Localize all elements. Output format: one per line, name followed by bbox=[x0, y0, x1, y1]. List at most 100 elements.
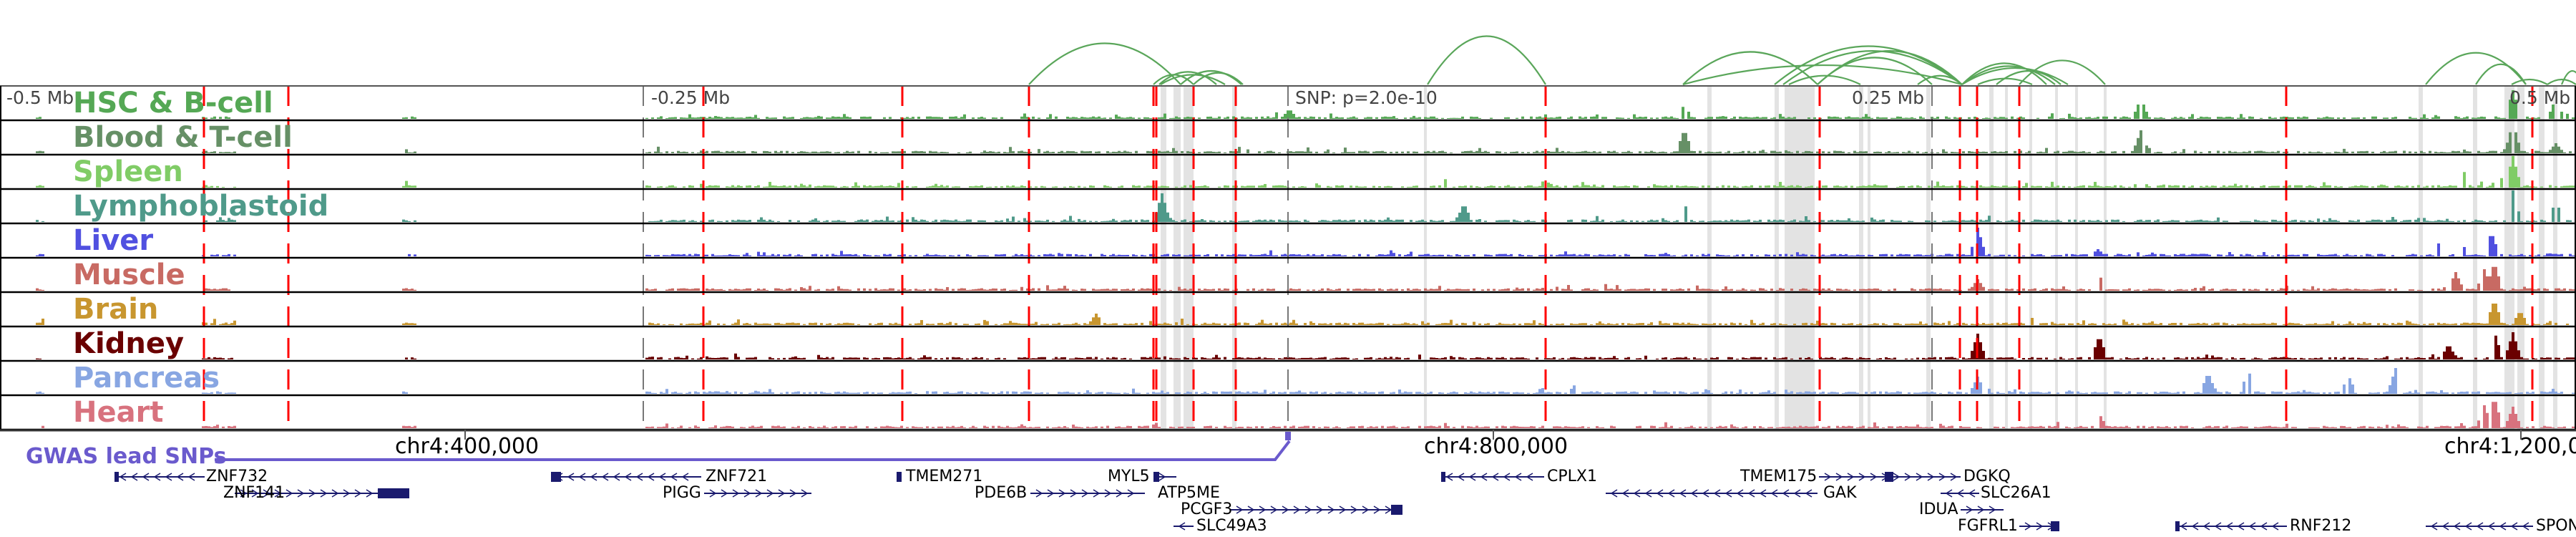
gene-label-slc49a3[interactable]: SLC49A3 bbox=[1196, 517, 1267, 535]
interaction-arc bbox=[1961, 65, 2056, 85]
strand-arrow-left-icon bbox=[1793, 489, 1801, 498]
gene-model bbox=[1961, 505, 2004, 514]
strand-arrow-left-icon bbox=[1633, 489, 1641, 498]
track-label-blood-t-cell: Blood & T-cell bbox=[73, 121, 293, 154]
gene-label-znf721[interactable]: ZNF721 bbox=[706, 468, 768, 485]
gene-label-idua[interactable]: IDUA bbox=[1919, 500, 1958, 518]
interaction-arc bbox=[1158, 71, 1217, 85]
gene-model bbox=[1153, 472, 1176, 482]
interaction-arc bbox=[1782, 50, 1963, 85]
strand-arrow-left-icon bbox=[1503, 473, 1511, 481]
gene-label-gak[interactable]: GAK bbox=[1823, 484, 1857, 502]
interaction-arc bbox=[1788, 74, 1861, 85]
gene-label-cplx1[interactable]: CPLX1 bbox=[1547, 468, 1597, 485]
coordinate-axis bbox=[0, 429, 2576, 440]
gene-label-znf732[interactable]: ZNF732 bbox=[206, 468, 268, 485]
track-label-kidney: Kidney bbox=[73, 327, 185, 360]
strand-arrow-right-icon bbox=[1236, 505, 1244, 514]
gene-model bbox=[1231, 505, 1402, 515]
strand-arrow-right-icon bbox=[2024, 522, 2032, 531]
strand-arrow-right-icon bbox=[1824, 473, 1832, 481]
strand-arrow-right-icon bbox=[801, 489, 809, 498]
gene-label-atp5me[interactable]: ATP5ME bbox=[1158, 484, 1220, 502]
strand-arrow-right-icon bbox=[1989, 505, 1996, 514]
strand-arrow-left-icon bbox=[1491, 473, 1499, 481]
gene-label-pde6b[interactable]: PDE6B bbox=[975, 484, 1028, 502]
gene-label-spon[interactable]: SPON bbox=[2536, 517, 2576, 535]
strand-arrow-right-icon bbox=[1293, 505, 1301, 514]
strand-arrow-left-icon bbox=[2271, 522, 2279, 531]
interaction-arc bbox=[1180, 70, 1242, 85]
interaction-arc bbox=[1961, 67, 2069, 85]
gene-label-fgfrl1[interactable]: FGFRL1 bbox=[1958, 517, 2018, 535]
signal-track-muscle bbox=[36, 266, 2576, 291]
strand-arrow-right-icon bbox=[1916, 473, 1923, 481]
gene-label-slc26a1[interactable]: SLC26A1 bbox=[1981, 484, 2051, 502]
strand-arrow-left-icon bbox=[1690, 489, 1698, 498]
gene-label-pigg[interactable]: PIGG bbox=[663, 484, 701, 502]
strand-arrow-right-icon bbox=[1081, 489, 1089, 498]
strand-arrow-left-icon bbox=[590, 473, 597, 481]
strand-arrow-left-icon bbox=[1457, 473, 1465, 481]
gene-label-rnf212[interactable]: RNF212 bbox=[2290, 517, 2352, 535]
strand-arrow-left-icon bbox=[1480, 473, 1488, 481]
coordinate-label-400000: chr4:400,000 bbox=[395, 434, 540, 459]
interaction-arc bbox=[1961, 62, 2047, 85]
strand-arrow-right-icon bbox=[1304, 505, 1312, 514]
strand-arrow-right-icon bbox=[1259, 505, 1267, 514]
strand-arrow-right-icon bbox=[1282, 505, 1289, 514]
strand-arrow-left-icon bbox=[2248, 522, 2256, 531]
strand-arrow-right-icon bbox=[1362, 505, 1370, 514]
gene-model bbox=[1030, 489, 1145, 498]
strand-arrow-right-icon bbox=[1327, 505, 1335, 514]
strand-arrow-right-icon bbox=[1070, 489, 1078, 498]
gene-model bbox=[897, 472, 902, 482]
track-label-spleen: Spleen bbox=[73, 155, 183, 188]
strand-arrow-right-icon bbox=[1927, 473, 1935, 481]
signal-track-brain bbox=[36, 304, 2569, 325]
strand-arrow-left-icon bbox=[2260, 522, 2268, 531]
strand-arrow-left-icon bbox=[2499, 522, 2507, 531]
strand-arrow-left-icon bbox=[658, 473, 666, 481]
gene-label-dgkq[interactable]: DGKQ bbox=[1963, 468, 2011, 485]
strand-arrow-right-icon bbox=[1858, 473, 1866, 481]
snp-pvalue-label: SNP: p=2.0e-10 bbox=[1295, 87, 1438, 108]
strand-arrow-right-icon bbox=[1904, 473, 1912, 481]
strand-arrow-left-icon bbox=[2453, 522, 2461, 531]
strand-arrow-right-icon bbox=[297, 489, 305, 498]
interaction-arc bbox=[2475, 63, 2527, 85]
strand-arrow-left-icon bbox=[119, 473, 127, 481]
strand-arrow-left-icon bbox=[2237, 522, 2245, 531]
strand-arrow-left-icon bbox=[1526, 473, 1533, 481]
signal-bars bbox=[36, 190, 2576, 222]
strand-arrow-right-icon bbox=[1835, 473, 1843, 481]
gwas-track bbox=[215, 432, 1291, 461]
signal-track-blood-t-cell bbox=[36, 130, 2576, 153]
gene-exon bbox=[1885, 472, 1893, 482]
strand-arrow-right-icon bbox=[755, 489, 763, 498]
strand-arrow-right-icon bbox=[1977, 505, 1985, 514]
strand-arrow-right-icon bbox=[286, 489, 293, 498]
gene-exon bbox=[2051, 521, 2059, 531]
strand-arrow-right-icon bbox=[721, 489, 728, 498]
gene-label-tmem271[interactable]: TMEM271 bbox=[906, 468, 983, 485]
track-label-lymphoblastoid: Lymphoblastoid bbox=[73, 190, 329, 223]
strand-arrow-left-icon bbox=[1514, 473, 1522, 481]
gene-model bbox=[1606, 489, 1818, 498]
gene-label-pcgf3[interactable]: PCGF3 bbox=[1181, 500, 1233, 518]
signal-bars bbox=[36, 156, 2576, 188]
strand-arrow-left-icon bbox=[1736, 489, 1744, 498]
strand-arrow-left-icon bbox=[1968, 489, 1976, 498]
gwas-connector bbox=[215, 440, 1291, 461]
strand-arrow-right-icon bbox=[354, 489, 362, 498]
gene-label-myl5[interactable]: MYL5 bbox=[1108, 468, 1150, 485]
gene-label-tmem175[interactable]: TMEM175 bbox=[1740, 468, 1818, 485]
gene-label-znf141[interactable]: ZNF141 bbox=[223, 484, 286, 502]
track-label-muscle: Muscle bbox=[73, 258, 185, 291]
strand-arrow-right-icon bbox=[1093, 489, 1101, 498]
track-label-liver: Liver bbox=[73, 224, 154, 257]
gene-exon bbox=[897, 472, 902, 482]
strand-arrow-right-icon bbox=[343, 489, 351, 498]
strand-arrow-right-icon bbox=[1104, 489, 1112, 498]
